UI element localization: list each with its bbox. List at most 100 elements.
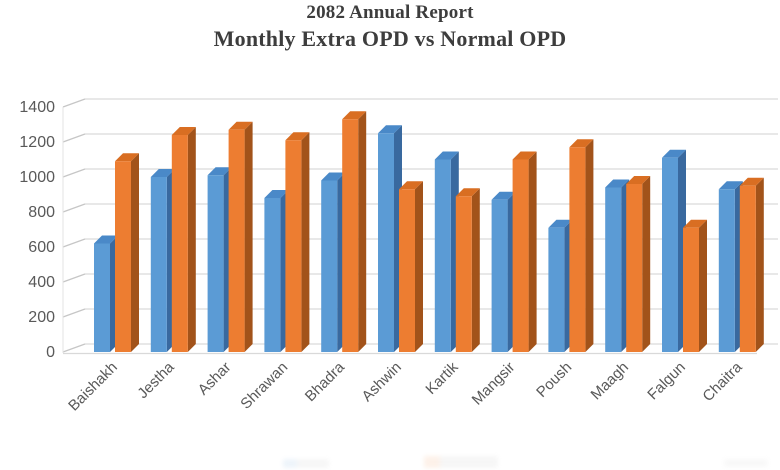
bar-front-face (512, 159, 529, 352)
bar-front-face (285, 140, 302, 352)
bar-top-face (228, 121, 253, 130)
bar-side-face (699, 219, 707, 352)
bar-front-face (662, 157, 678, 352)
axis-depth-connector (62, 203, 86, 213)
bar-front-face (207, 175, 224, 352)
bar-top-face (455, 188, 480, 197)
x-tick-label: Kartik (422, 358, 461, 397)
bar-side-face (642, 176, 651, 352)
bar-front-face (718, 189, 735, 352)
bar-extra-opd-ashwin (378, 125, 402, 352)
bar-top-face (150, 169, 175, 177)
x-tick-label: Jestha (134, 358, 178, 402)
bars (94, 111, 764, 352)
bar-side-face (415, 181, 423, 352)
bar-top-face (569, 139, 594, 148)
bar-side-face (244, 121, 253, 352)
legend-swatch-clipped (424, 456, 498, 468)
axis-depth-connector (62, 168, 86, 178)
bar-top-face (399, 181, 423, 190)
bar-front-face (342, 119, 359, 352)
bar-front-face (626, 184, 643, 352)
y-axis-tick-labels: 0 200 400 600 800 1000 1200 1400 (19, 99, 55, 361)
bar-front-face (548, 227, 565, 352)
y-tick-label: 1000 (19, 169, 55, 186)
bar-extra-opd-baishakh (94, 235, 118, 352)
bar-normal-opd-mangsir (512, 151, 537, 352)
bar-normal-opd-ashwin (399, 181, 423, 352)
x-tick-label: Mangsir (469, 359, 519, 409)
x-tick-label: Chaitra (699, 358, 746, 405)
bar-top-face (115, 153, 139, 162)
bar-front-face (491, 199, 508, 352)
bar-extra-opd-chaitra (718, 181, 743, 352)
legend-swatch-clipped (283, 459, 329, 468)
x-tick-label: Maagh (588, 359, 632, 403)
bar-side-face (131, 153, 139, 352)
bar-front-face (569, 147, 586, 352)
bar-extra-opd-jestha (150, 169, 175, 352)
bar-extra-opd-falgun (662, 149, 686, 352)
bar-front-face (264, 198, 281, 352)
bar-side-face (755, 177, 764, 352)
axis-depth-connector (62, 238, 86, 248)
bar-extra-opd-ashar (207, 167, 232, 352)
y-tick-label: 1400 (19, 99, 55, 116)
bar-top-face (626, 176, 651, 184)
chart-title: 2082 Annual Report Monthly Extra OPD vs … (0, 1, 780, 52)
axis-depth-connector (62, 273, 86, 283)
bar-front-face (150, 177, 167, 352)
bar-top-face (171, 127, 196, 135)
bar-top-face (683, 219, 707, 228)
x-tick-label: Ashar (195, 359, 235, 399)
y-tick-label: 800 (28, 204, 55, 221)
bar-front-face (228, 129, 245, 352)
bar-normal-opd-chaitra (739, 177, 764, 352)
bar-side-face (358, 111, 367, 352)
x-tick-label: Bhadra (302, 358, 349, 405)
bar-top-face (434, 151, 459, 160)
bar-normal-opd-jestha (171, 127, 196, 352)
y-tick-label: 1200 (19, 134, 55, 151)
bar-front-face (378, 133, 394, 352)
bar-extra-opd-poush (548, 219, 573, 352)
bar-side-face (528, 151, 537, 352)
bar-front-face (171, 135, 188, 352)
axis-depth-connector (62, 133, 86, 143)
bar-normal-opd-maagh (626, 176, 651, 352)
bar-extra-opd-maagh (605, 179, 630, 352)
y-tick-label: 400 (28, 274, 55, 291)
bar-normal-opd-kartik (455, 188, 480, 352)
bar-top-face (342, 111, 367, 120)
bar-top-face (207, 167, 232, 176)
bar-top-face (264, 190, 289, 198)
chart-title-line2: Monthly Extra OPD vs Normal OPD (213, 26, 567, 51)
axis-depth-connector (62, 98, 86, 108)
axis-depth-connector (62, 308, 86, 318)
x-tick-label: Baishakh (65, 359, 121, 415)
bar-front-face (94, 243, 110, 352)
bar-top-face (739, 177, 764, 186)
bar-side-face (187, 127, 196, 352)
bar-front-face (683, 227, 699, 352)
bar-extra-opd-kartik (434, 151, 459, 352)
bar-front-face (321, 180, 338, 352)
x-tick-label: Falgun (644, 359, 688, 403)
bar-top-face (718, 181, 743, 190)
axis-depth-connector (62, 343, 86, 353)
bar-top-face (321, 172, 346, 181)
bar-side-face (301, 132, 310, 352)
bar-side-face (471, 188, 480, 352)
bar-top-face (605, 179, 630, 188)
bar-front-face (605, 187, 622, 352)
bar-extra-opd-shrawan (264, 190, 289, 352)
y-tick-label: 200 (28, 309, 55, 326)
x-tick-label: Ashwin (359, 359, 405, 405)
bar-normal-opd-bhadra (342, 111, 367, 352)
bar-normal-opd-poush (569, 139, 594, 352)
bar-extra-opd-bhadra (321, 172, 346, 352)
bar-extra-opd-mangsir (491, 191, 516, 352)
y-tick-label: 0 (46, 344, 55, 361)
